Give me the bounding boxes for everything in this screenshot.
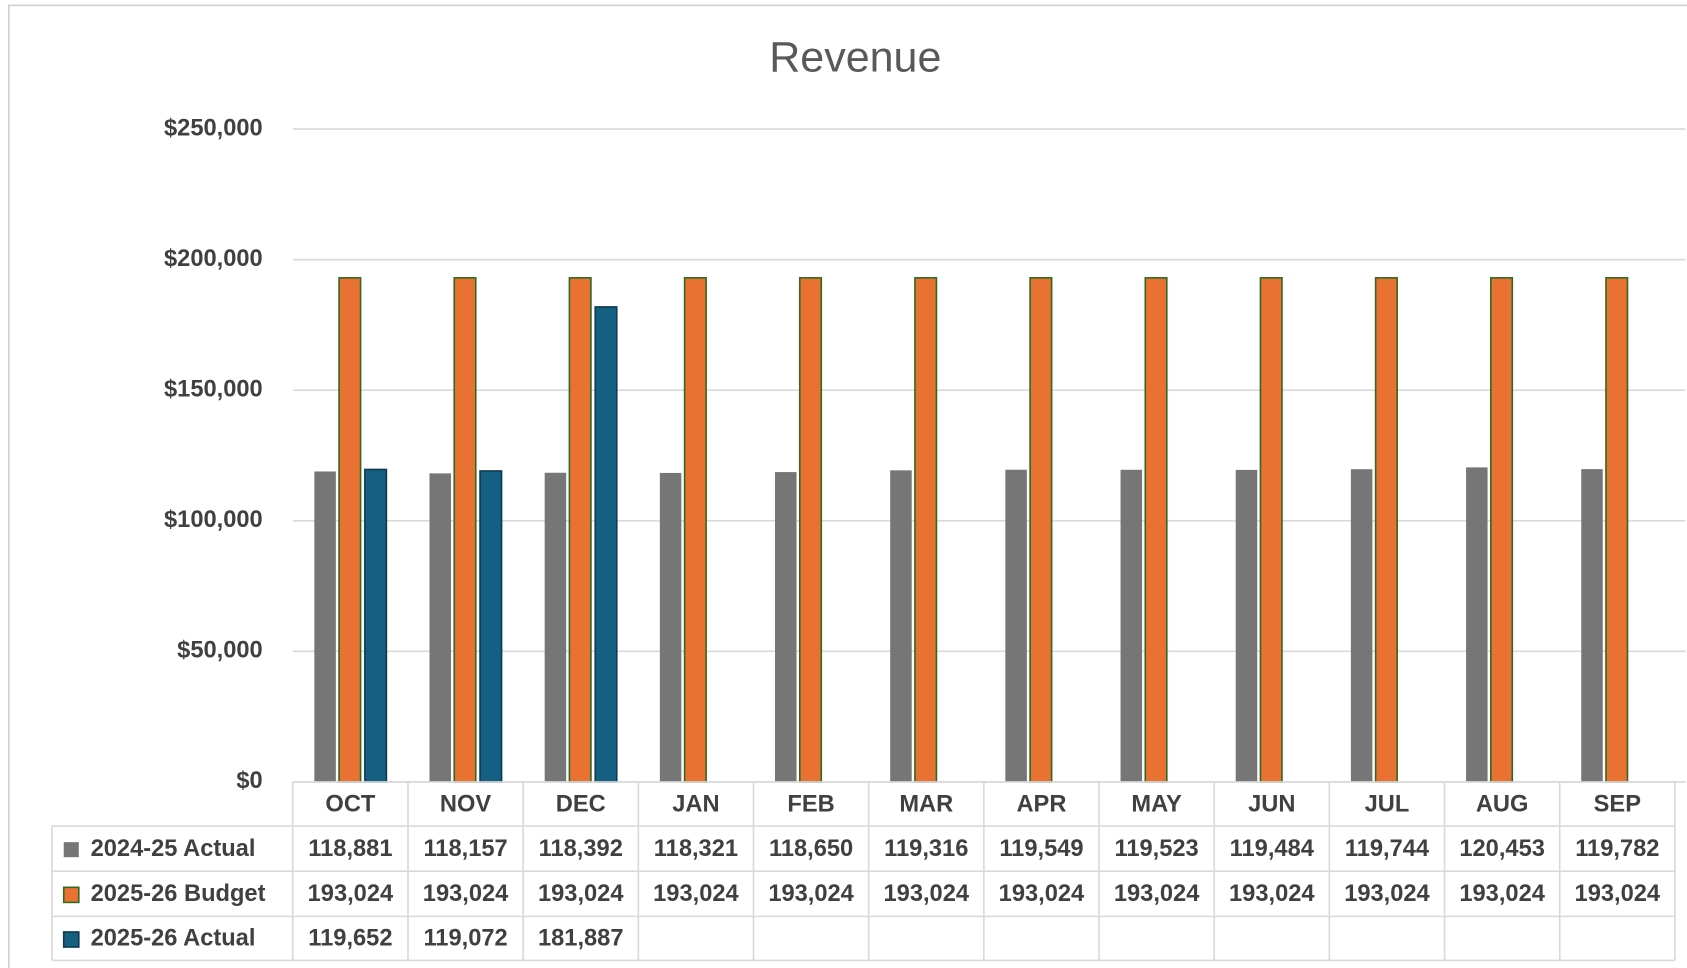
- bar: [1235, 469, 1258, 782]
- bar: [544, 472, 567, 782]
- table-value: 193,024: [1229, 881, 1315, 907]
- table-value: 193,024: [999, 881, 1085, 907]
- y-tick-label: $50,000: [177, 638, 263, 664]
- table-value: 118,321: [654, 836, 738, 862]
- bar: [453, 277, 477, 783]
- x-tick-label: FEB: [787, 791, 834, 817]
- x-tick-label: MAY: [1131, 791, 1182, 817]
- table-value: 193,024: [538, 881, 624, 907]
- x-tick-label: JUN: [1248, 791, 1295, 817]
- bar: [364, 468, 388, 783]
- table-value: 119,744: [1345, 836, 1430, 862]
- y-tick-label: $0: [236, 768, 262, 794]
- bar: [1350, 469, 1373, 782]
- bar: [479, 470, 503, 783]
- bar: [1605, 277, 1629, 783]
- table-value: 193,024: [653, 881, 739, 907]
- table-value: 193,024: [1575, 881, 1661, 907]
- chart-title: Revenue: [769, 34, 941, 82]
- bar: [914, 277, 938, 783]
- bar: [594, 306, 618, 783]
- x-tick-label: APR: [1016, 791, 1066, 817]
- y-tick-label: $250,000: [164, 115, 263, 141]
- legend-label: 2025-26 Budget: [91, 881, 266, 907]
- x-tick-label: JAN: [672, 791, 719, 817]
- bar: [1374, 277, 1398, 783]
- bar: [1581, 469, 1603, 782]
- x-tick-label: JUL: [1365, 791, 1410, 817]
- bar: [659, 472, 682, 782]
- bar: [1120, 469, 1143, 782]
- table-value: 119,523: [1115, 836, 1199, 862]
- table-value: 193,024: [423, 881, 509, 907]
- x-tick-label: DEC: [556, 791, 606, 817]
- legend-key: [62, 931, 80, 948]
- table-value: 193,024: [1114, 881, 1200, 907]
- bar: [1489, 277, 1514, 783]
- table-value: 119,484: [1230, 836, 1315, 862]
- table-value: 119,782: [1575, 836, 1659, 862]
- x-tick-label: SEP: [1594, 791, 1641, 817]
- x-tick-label: AUG: [1476, 791, 1529, 817]
- bar: [314, 471, 336, 782]
- y-tick-label: $200,000: [164, 246, 263, 272]
- bar: [429, 473, 452, 782]
- x-tick-label: MAR: [899, 791, 953, 817]
- bar: [1144, 277, 1168, 783]
- table-value: 193,024: [1459, 881, 1545, 907]
- table-value: 120,453: [1459, 836, 1545, 862]
- table-value: 118,157: [423, 836, 507, 862]
- table-value: 193,024: [1344, 881, 1430, 907]
- table-value: 193,024: [308, 881, 394, 907]
- table-value: 119,072: [423, 926, 507, 952]
- bar: [1029, 277, 1053, 783]
- table-value: 193,024: [884, 881, 970, 907]
- table-value: 118,881: [308, 836, 392, 862]
- y-tick-label: $150,000: [164, 376, 263, 402]
- legend-key: [62, 886, 80, 904]
- legend-key: [63, 842, 79, 858]
- table-value: 119,652: [308, 926, 392, 952]
- table-value: 181,887: [538, 926, 624, 952]
- y-tick-label: $100,000: [164, 507, 263, 533]
- table-value: 118,392: [539, 836, 623, 862]
- legend-label: 2024-25 Actual: [91, 836, 256, 862]
- table-value: 193,024: [768, 881, 854, 907]
- x-tick-label: OCT: [325, 791, 375, 817]
- x-tick-label: NOV: [440, 791, 491, 817]
- bar: [568, 277, 592, 783]
- bar: [683, 277, 707, 783]
- bar: [798, 277, 823, 783]
- bar: [890, 470, 912, 782]
- table-value: 119,549: [999, 836, 1083, 862]
- table-value: 118,650: [769, 836, 853, 862]
- bar: [1259, 277, 1283, 783]
- legend-label: 2025-26 Actual: [91, 926, 256, 952]
- chart-border: [8, 4, 1687, 968]
- bar: [775, 472, 797, 782]
- bar: [1005, 469, 1027, 782]
- bar: [338, 277, 362, 783]
- table-value: 119,316: [884, 836, 968, 862]
- bar: [1466, 467, 1488, 782]
